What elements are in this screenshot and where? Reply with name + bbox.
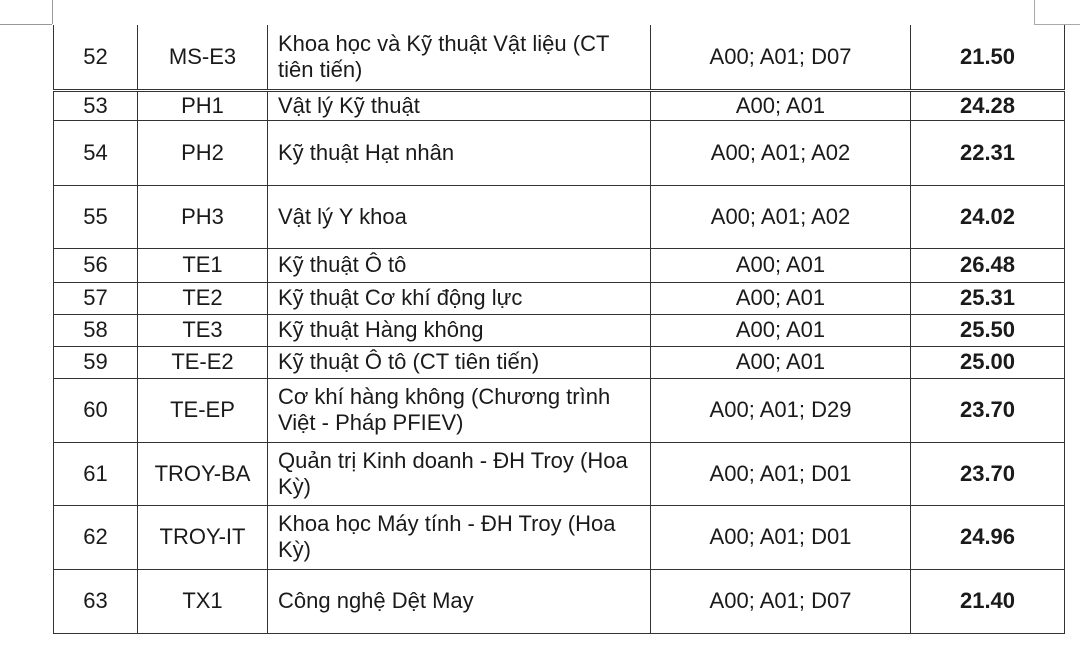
table-row: 63 TX1 Công nghệ Dệt May A00; A01; D07 21.40 <box>53 568 1065 634</box>
admission-score: 22.31 <box>910 119 1065 186</box>
major-name: Cơ khí hàng không (Chương trình Việt - P… <box>267 377 651 443</box>
major-name: Vật lý Y khoa <box>267 184 651 249</box>
admission-score: 24.02 <box>910 184 1065 249</box>
major-code: PH2 <box>137 119 268 186</box>
subject-groups: A00; A01; D29 <box>650 377 911 443</box>
major-name: Khoa học và Kỹ thuật Vật liệu (CT tiên t… <box>267 25 651 92</box>
major-code: TE-EP <box>137 377 268 443</box>
major-code: TE-E2 <box>137 345 268 379</box>
table-row: 58 TE3 Kỹ thuật Hàng không A00; A01 25.50 <box>53 313 1065 347</box>
table-row: 60 TE-EP Cơ khí hàng không (Chương trình V… <box>53 377 1065 443</box>
admission-scores-table: 52 MS-E3 Khoa học và Kỹ thuật Vật liệu (CT… <box>53 25 1065 634</box>
table-row: 55 PH3 Vật lý Y khoa A00; A01; A02 24.02 <box>53 184 1065 249</box>
subject-groups: A00; A01; D07 <box>650 568 911 634</box>
subject-groups: A00; A01 <box>650 89 911 121</box>
admission-score: 25.00 <box>910 345 1065 379</box>
page-corner-mark-right <box>1034 24 1080 25</box>
major-name: Quản trị Kinh doanh - ĐH Troy (Hoa Kỳ) <box>267 441 651 506</box>
major-code: TE1 <box>137 247 268 283</box>
row-number: 58 <box>53 313 138 347</box>
admission-score: 25.31 <box>910 281 1065 315</box>
major-name: Khoa học Máy tính - ĐH Troy (Hoa Kỳ) <box>267 504 651 570</box>
subject-groups: A00; A01; D01 <box>650 441 911 506</box>
table-row: 53 PH1 Vật lý Kỹ thuật A00; A01 24.28 <box>53 89 1065 121</box>
row-number: 60 <box>53 377 138 443</box>
major-name: Công nghệ Dệt May <box>267 568 651 634</box>
table-row: 54 PH2 Kỹ thuật Hạt nhân A00; A01; A02 22.31 <box>53 119 1065 186</box>
admission-score: 21.40 <box>910 568 1065 634</box>
page-corner-mark-left <box>0 24 52 25</box>
major-code: TX1 <box>137 568 268 634</box>
subject-groups: A00; A01; D07 <box>650 25 911 92</box>
major-name: Kỹ thuật Cơ khí động lực <box>267 281 651 315</box>
major-name: Kỹ thuật Hạt nhân <box>267 119 651 186</box>
subject-groups: A00; A01 <box>650 345 911 379</box>
major-code: TE2 <box>137 281 268 315</box>
major-code: MS-E3 <box>137 25 268 92</box>
row-number: 52 <box>53 25 138 92</box>
subject-groups: A00; A01; D01 <box>650 504 911 570</box>
row-number: 63 <box>53 568 138 634</box>
major-code: TROY-IT <box>137 504 268 570</box>
admission-score: 24.96 <box>910 504 1065 570</box>
admission-score: 23.70 <box>910 441 1065 506</box>
subject-groups: A00; A01 <box>650 247 911 283</box>
row-number: 61 <box>53 441 138 506</box>
table-row: 52 MS-E3 Khoa học và Kỹ thuật Vật liệu (CT… <box>53 25 1065 92</box>
major-code: PH1 <box>137 89 268 121</box>
page-corner-mark-left <box>52 0 53 24</box>
admission-score: 24.28 <box>910 89 1065 121</box>
row-number: 57 <box>53 281 138 315</box>
table-row: 56 TE1 Kỹ thuật Ô tô A00; A01 26.48 <box>53 247 1065 283</box>
major-code: TE3 <box>137 313 268 347</box>
major-name: Kỹ thuật Hàng không <box>267 313 651 347</box>
row-number: 56 <box>53 247 138 283</box>
row-number: 55 <box>53 184 138 249</box>
row-number: 59 <box>53 345 138 379</box>
row-number: 54 <box>53 119 138 186</box>
major-name: Kỹ thuật Ô tô <box>267 247 651 283</box>
table-row: 59 TE-E2 Kỹ thuật Ô tô (CT tiên tiến) A00; … <box>53 345 1065 379</box>
admission-score: 23.70 <box>910 377 1065 443</box>
admission-score: 21.50 <box>910 25 1065 92</box>
major-name: Kỹ thuật Ô tô (CT tiên tiến) <box>267 345 651 379</box>
major-code: PH3 <box>137 184 268 249</box>
admission-score: 26.48 <box>910 247 1065 283</box>
admission-score: 25.50 <box>910 313 1065 347</box>
major-name: Vật lý Kỹ thuật <box>267 89 651 121</box>
subject-groups: A00; A01 <box>650 313 911 347</box>
page-corner-mark-right <box>1034 0 1035 24</box>
subject-groups: A00; A01; A02 <box>650 119 911 186</box>
subject-groups: A00; A01 <box>650 281 911 315</box>
subject-groups: A00; A01; A02 <box>650 184 911 249</box>
table-row: 57 TE2 Kỹ thuật Cơ khí động lực A00; A01 25.… <box>53 281 1065 315</box>
major-code: TROY-BA <box>137 441 268 506</box>
table-row: 62 TROY-IT Khoa học Máy tính - ĐH Troy (Ho… <box>53 504 1065 570</box>
row-number: 62 <box>53 504 138 570</box>
table-row: 61 TROY-BA Quản trị Kinh doanh - ĐH Troy (… <box>53 441 1065 506</box>
row-number: 53 <box>53 89 138 121</box>
